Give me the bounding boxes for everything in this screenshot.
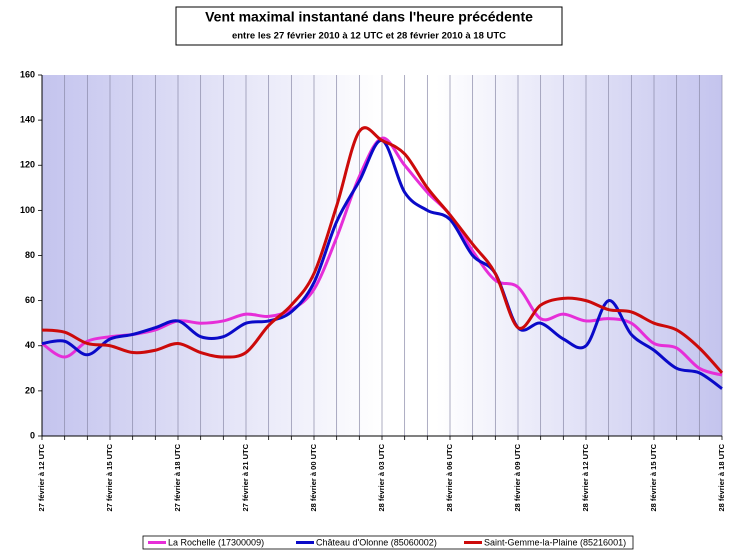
legend-label: Saint-Gemme-la-Plaine (85216001) [484, 537, 626, 547]
x-tick-label: 28 février à 12 UTC [581, 443, 590, 511]
y-tick-label: 60 [25, 295, 35, 305]
y-tick-label: 40 [25, 340, 35, 350]
legend-box [142, 535, 634, 550]
legend-label: La Rochelle (17300009) [168, 537, 264, 547]
y-tick-label: 160 [20, 69, 35, 79]
chart-subtitle: entre les 27 février 2010 à 12 UTC et 28… [232, 31, 506, 42]
x-tick-label: 27 février à 12 UTC [37, 443, 46, 511]
y-tick-label: 100 [20, 205, 35, 215]
x-tick-label: 28 février à 06 UTC [445, 443, 454, 511]
y-tick-label: 140 [20, 115, 35, 125]
x-tick-label: 28 février à 00 UTC [309, 443, 318, 511]
series-line [41, 126, 724, 374]
x-tick-label: 27 février à 18 UTC [173, 443, 182, 511]
y-tick-label: 80 [25, 250, 35, 260]
legend-label: Château d'Olonne (85060002) [316, 537, 437, 547]
x-tick-label: 28 février à 15 UTC [649, 443, 658, 511]
x-tick-label: 28 février à 09 UTC [513, 443, 522, 511]
x-tick-label: 27 février à 15 UTC [105, 443, 114, 511]
x-tick-label: 28 février à 18 UTC [717, 443, 726, 511]
y-tick-label: 120 [20, 160, 35, 170]
y-tick-label: 20 [25, 385, 35, 395]
chart-title: Vent maximal instantané dans l'heure pré… [205, 9, 533, 25]
y-tick-label: 0 [30, 430, 35, 440]
x-tick-label: 27 février à 21 UTC [241, 443, 250, 511]
x-tick-label: 28 février à 03 UTC [377, 443, 386, 511]
title-box [175, 6, 563, 46]
series-line [41, 136, 723, 377]
